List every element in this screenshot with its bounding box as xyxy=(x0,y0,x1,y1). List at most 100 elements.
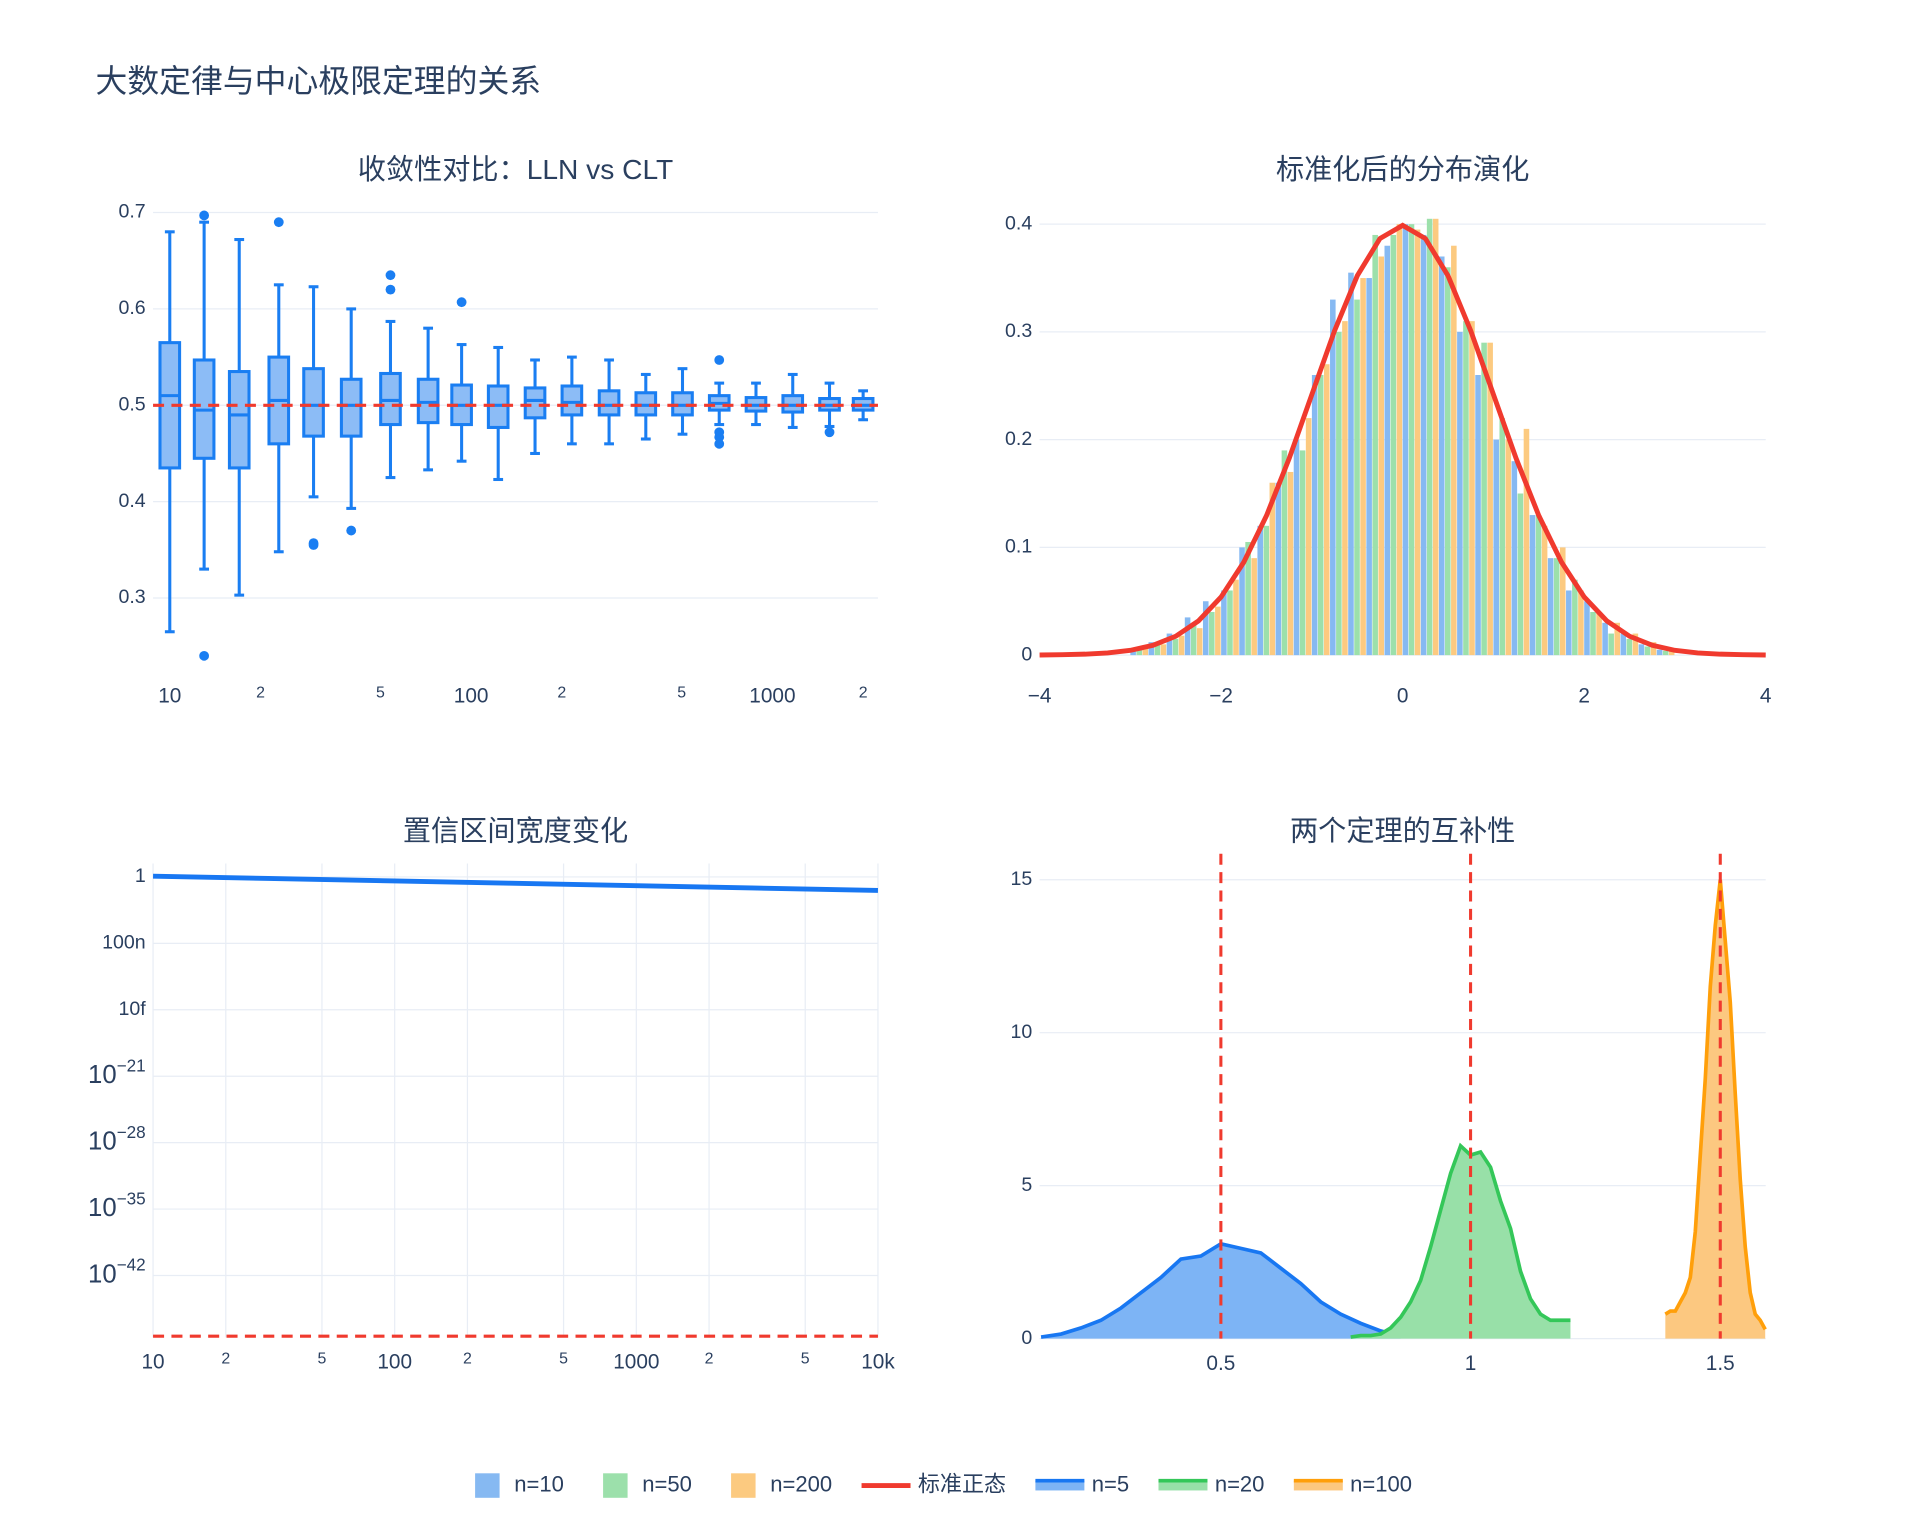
histogram-bar xyxy=(1354,299,1360,656)
histogram-bar xyxy=(1572,579,1578,656)
histogram-bar xyxy=(1662,650,1669,656)
histogram-bar xyxy=(1541,525,1548,656)
histogram-bar xyxy=(1475,374,1481,656)
histogram-bar xyxy=(1396,224,1403,656)
histogram-bar xyxy=(1323,364,1330,656)
x-tick-label: 2 xyxy=(859,685,868,702)
histogram-bar xyxy=(1360,278,1366,656)
outlier xyxy=(824,427,835,438)
histogram-bar xyxy=(1305,418,1312,656)
box xyxy=(560,384,584,417)
histogram-bar xyxy=(1402,224,1409,656)
tick-base: 10 xyxy=(88,1194,117,1222)
subplot-title: 标准化后的分布演化 xyxy=(1276,154,1529,185)
histogram-bar xyxy=(1239,547,1245,656)
outlier xyxy=(199,210,210,221)
legend-label: n=50 xyxy=(642,1471,692,1496)
x-tick-label: 0 xyxy=(1397,684,1409,707)
histogram-bar xyxy=(1481,342,1487,656)
y-tick-label: 10−42 xyxy=(88,1254,146,1288)
y-tick-label: 10−35 xyxy=(88,1188,146,1222)
histogram-bar xyxy=(1451,245,1457,656)
x-tick-label: 2 xyxy=(1578,684,1590,707)
outlier xyxy=(714,355,725,365)
histogram-bar xyxy=(1330,299,1336,656)
outlier xyxy=(714,438,725,449)
histogram-bar xyxy=(1209,612,1215,656)
x-tick-label: −4 xyxy=(1028,684,1052,707)
histogram-bar xyxy=(1136,648,1142,656)
tick-base: 10 xyxy=(88,1061,117,1089)
y-tick-label: 0.3 xyxy=(1005,320,1032,342)
y-tick-label: 10 xyxy=(1010,1021,1032,1043)
histogram-bar xyxy=(1348,272,1354,656)
x-tick-label: 2 xyxy=(463,1351,472,1368)
tick-exponent: −28 xyxy=(117,1121,146,1141)
y-tick-label: 0.3 xyxy=(118,586,145,608)
box xyxy=(302,367,325,438)
y-tick-label: 0.4 xyxy=(118,490,145,512)
subplot-title: 收敛性对比：LLN vs CLT xyxy=(358,154,673,185)
legend-label: n=5 xyxy=(1092,1471,1129,1496)
histogram-bar xyxy=(1336,331,1342,656)
box xyxy=(339,377,363,438)
histogram-bar xyxy=(1608,633,1614,656)
histogram-bar xyxy=(1366,278,1372,656)
histogram-bar xyxy=(1130,649,1136,656)
histogram-bar xyxy=(1487,342,1493,656)
histogram-bar xyxy=(1511,461,1518,656)
x-tick-label: 10 xyxy=(158,684,181,707)
x-tick-label: 1.5 xyxy=(1706,1352,1735,1375)
page-title: 大数定律与中心极限定理的关系 xyxy=(96,63,542,99)
y-tick-label: 5 xyxy=(1021,1174,1032,1196)
histogram-bar xyxy=(1293,439,1300,656)
histogram-bar xyxy=(1221,590,1227,656)
y-tick-label: 10f xyxy=(118,998,146,1020)
histogram-bar xyxy=(1215,606,1221,656)
histogram-bar xyxy=(1438,256,1445,656)
histogram-bar xyxy=(1523,428,1530,656)
normal-curve xyxy=(1039,222,1766,658)
histogram-bar xyxy=(1529,515,1536,656)
histogram-bar xyxy=(1299,450,1306,656)
y-tick-label: 0.7 xyxy=(118,201,145,223)
histogram-bar xyxy=(1469,321,1475,656)
histogram-bar xyxy=(1493,439,1499,656)
legend-swatch xyxy=(731,1473,756,1498)
y-tick-label: 0.4 xyxy=(1005,212,1032,234)
histogram-bar xyxy=(1420,234,1427,656)
legend-swatch xyxy=(603,1473,628,1498)
histogram-bar xyxy=(1559,547,1566,656)
y-tick-label: 0.2 xyxy=(1005,428,1032,450)
legend-label: n=100 xyxy=(1350,1471,1412,1496)
histogram-bar xyxy=(1160,644,1167,656)
histogram-bar xyxy=(1535,515,1542,656)
histogram-bar xyxy=(1178,635,1185,656)
outlier xyxy=(714,432,725,442)
histogram-bar xyxy=(1257,525,1263,656)
tick-exponent: −21 xyxy=(117,1055,146,1075)
histogram-bar xyxy=(1596,612,1602,656)
area-fill xyxy=(1350,1145,1571,1339)
subplot-title: 置信区间宽度变化 xyxy=(403,815,628,846)
histogram-bar xyxy=(1202,601,1209,656)
y-tick-label: 0.6 xyxy=(118,297,145,319)
outlier xyxy=(308,540,319,550)
histogram-bar xyxy=(1414,229,1421,656)
histogram-bar xyxy=(1517,493,1524,656)
box xyxy=(227,370,251,470)
histogram-bar xyxy=(1632,633,1639,656)
histogram-bar xyxy=(1408,224,1415,656)
outlier xyxy=(273,217,284,228)
y-tick-label: 0 xyxy=(1021,1327,1032,1349)
x-tick-label: 1 xyxy=(1465,1352,1477,1375)
x-tick-label: 0.5 xyxy=(1206,1352,1235,1375)
histogram-bar xyxy=(1614,622,1620,656)
histogram-bar xyxy=(1590,612,1596,656)
x-tick-label: 5 xyxy=(376,685,385,702)
x-tick-label: 5 xyxy=(677,685,686,702)
histogram-bar xyxy=(1457,331,1463,656)
histogram-bar xyxy=(1584,601,1590,656)
x-tick-label: 2 xyxy=(705,1351,714,1368)
